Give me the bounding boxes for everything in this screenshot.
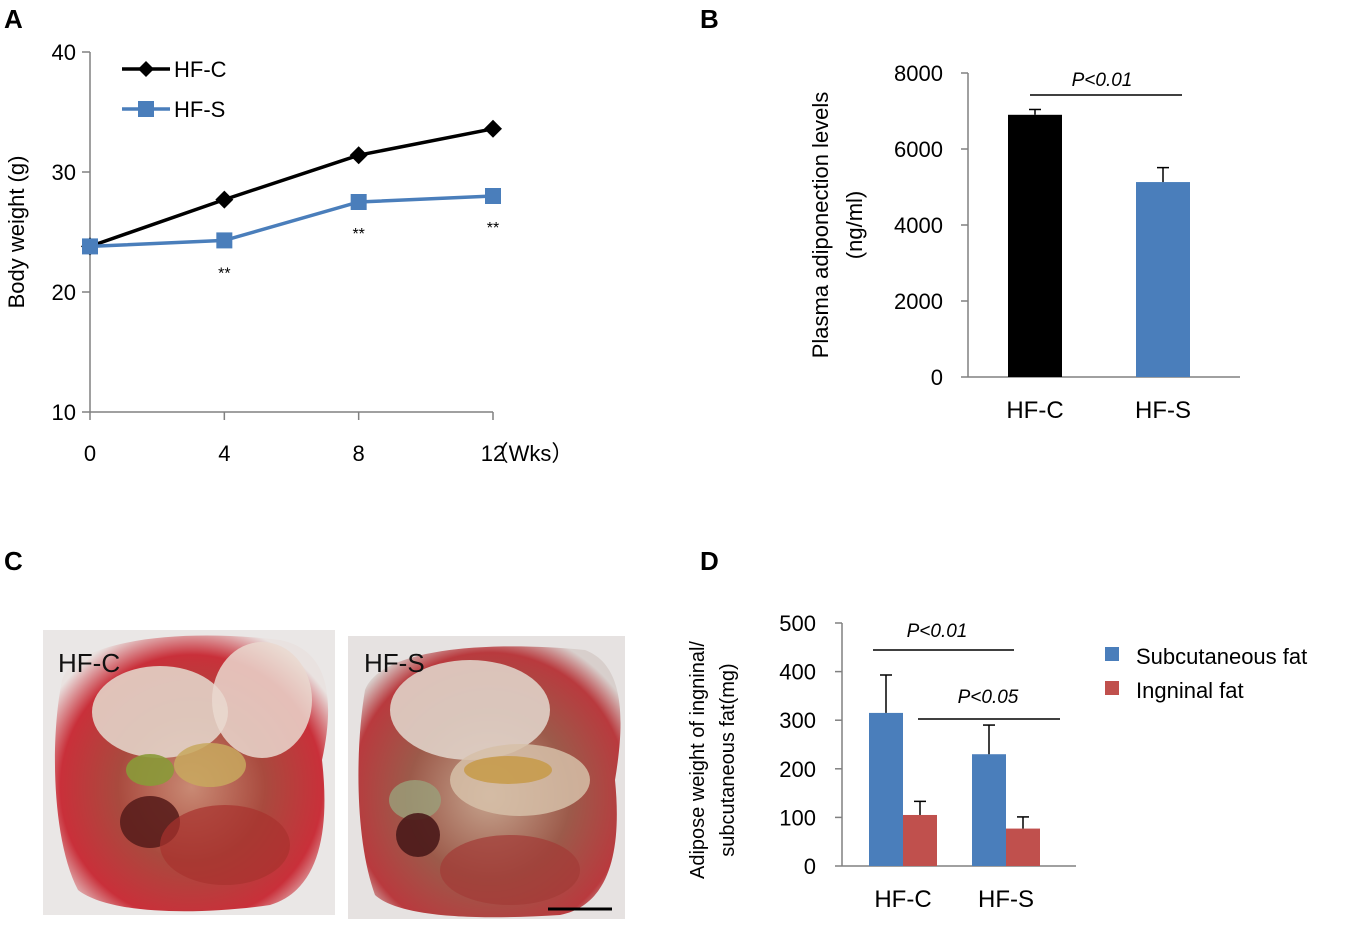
legend-marker-hf-s xyxy=(138,101,154,117)
y-tick-label: 200 xyxy=(779,757,816,782)
data-point-hf-c xyxy=(484,119,502,138)
y-tick-label: 4000 xyxy=(894,213,943,238)
photo-label-hf-c: HF-C xyxy=(58,648,120,678)
chart-d-x-labels: HF-C HF-S xyxy=(874,886,1034,913)
chart-d-p-value-2: P<0.05 xyxy=(958,687,1019,708)
y-tick-label: 300 xyxy=(779,708,816,733)
chart-b-bars xyxy=(1008,108,1190,378)
legend-label-hf-c: HF-C xyxy=(174,57,227,82)
chart-b-y-label-line1: Plasma adiponection levels xyxy=(808,92,833,359)
panel-label-b: B xyxy=(700,4,719,34)
y-tick-label: 400 xyxy=(779,660,816,685)
data-point-hf-s xyxy=(82,238,98,255)
chart-d-y-label-line1: Adipose weight of ingninal/ xyxy=(687,641,709,879)
chart-b: 0 2000 4000 6000 8000 HF-C HF-S Plasma adipon… xyxy=(808,61,1240,424)
data-point-hf-s xyxy=(485,188,501,204)
chart-a-series xyxy=(81,119,502,256)
bar-hf-s-subcutaneous xyxy=(972,754,1006,866)
chart-a-significance: ** ** ** xyxy=(218,220,499,282)
y-tick-label: 2000 xyxy=(894,289,943,314)
legend-swatch-ingninal xyxy=(1105,681,1119,695)
x-label-hf-c: HF-C xyxy=(874,886,931,913)
chart-d-y-ticks: 0 100 200 300 400 500 xyxy=(779,611,842,879)
x-tick-label: 0 xyxy=(84,441,96,466)
photo-hf-s: HF-S xyxy=(348,636,625,919)
chart-b-y-label-line2: (ng/ml) xyxy=(842,191,867,259)
chart-b-y-ticks: 0 2000 4000 6000 8000 xyxy=(894,61,968,390)
chart-d-p-value-1: P<0.01 xyxy=(907,621,968,642)
data-point-hf-c xyxy=(215,190,234,209)
legend-label-ingninal: Ingninal fat xyxy=(1136,678,1244,703)
x-tick-label: 12 xyxy=(481,441,505,466)
chart-a-legend: HF-C HF-S xyxy=(122,57,227,122)
bar-hf-s-ingninal xyxy=(1006,828,1040,866)
series-line-hf-s xyxy=(89,194,494,249)
legend-marker-hf-c xyxy=(138,61,154,77)
data-point-hf-s xyxy=(216,232,233,249)
bar-hf-c xyxy=(1008,114,1062,378)
bar-hf-c-subcutaneous xyxy=(869,712,903,866)
chart-d-legend: Subcutaneous fat Ingninal fat xyxy=(1105,644,1307,703)
panel-label-d: D xyxy=(700,546,719,576)
legend-swatch-subcutaneous xyxy=(1105,647,1119,661)
chart-d: 0 100 200 300 400 500 HF-C HF-S Adipose weight… xyxy=(687,611,1307,913)
y-tick-label: 30 xyxy=(52,160,76,185)
y-tick-label: 6000 xyxy=(894,137,943,162)
legend-label-subcutaneous: Subcutaneous fat xyxy=(1136,644,1307,669)
significance-marker: ** xyxy=(218,265,230,282)
x-label-hf-c: HF-C xyxy=(1006,397,1063,424)
x-tick-label: 4 xyxy=(218,441,230,466)
y-tick-label: 8000 xyxy=(894,61,943,86)
x-tick-label: 8 xyxy=(353,441,365,466)
y-tick-label: 500 xyxy=(779,611,816,636)
significance-marker: ** xyxy=(487,220,499,237)
panel-label-a: A xyxy=(4,4,23,34)
chart-a-x-ticks: 0 4 8 12 xyxy=(84,412,505,466)
bar-hf-c-ingninal xyxy=(903,814,937,866)
x-label-hf-s: HF-S xyxy=(1135,397,1191,424)
chart-b-x-labels: HF-C HF-S xyxy=(1006,397,1191,424)
data-point-hf-c xyxy=(349,146,368,165)
chart-a-x-unit: （Wks） xyxy=(487,441,574,466)
chart-a-y-label: Body weight (g) xyxy=(4,156,29,309)
y-tick-label: 40 xyxy=(52,40,76,65)
panel-label-c: C xyxy=(4,546,23,576)
y-tick-label: 20 xyxy=(52,280,76,305)
significance-marker: ** xyxy=(352,226,364,243)
photo-panel: HF-C HF-S xyxy=(43,630,625,919)
series-line-hf-c xyxy=(89,127,494,249)
photo-label-hf-s: HF-S xyxy=(364,648,425,678)
photo-hf-c: HF-C xyxy=(43,630,335,915)
legend-label-hf-s: HF-S xyxy=(174,97,225,122)
chart-a-y-ticks: 10 20 30 40 xyxy=(52,40,90,425)
y-tick-label: 10 xyxy=(52,400,76,425)
bar-hf-s xyxy=(1136,182,1190,377)
x-label-hf-s: HF-S xyxy=(978,886,1034,913)
y-tick-label: 100 xyxy=(779,805,816,830)
y-tick-label: 0 xyxy=(804,854,816,879)
chart-d-bars xyxy=(869,674,1040,866)
chart-b-p-value: P<0.01 xyxy=(1072,70,1133,91)
chart-d-y-label-line2: subcutaneous fat(mg) xyxy=(717,663,739,856)
data-point-hf-s xyxy=(350,194,367,210)
y-tick-label: 0 xyxy=(931,365,943,390)
